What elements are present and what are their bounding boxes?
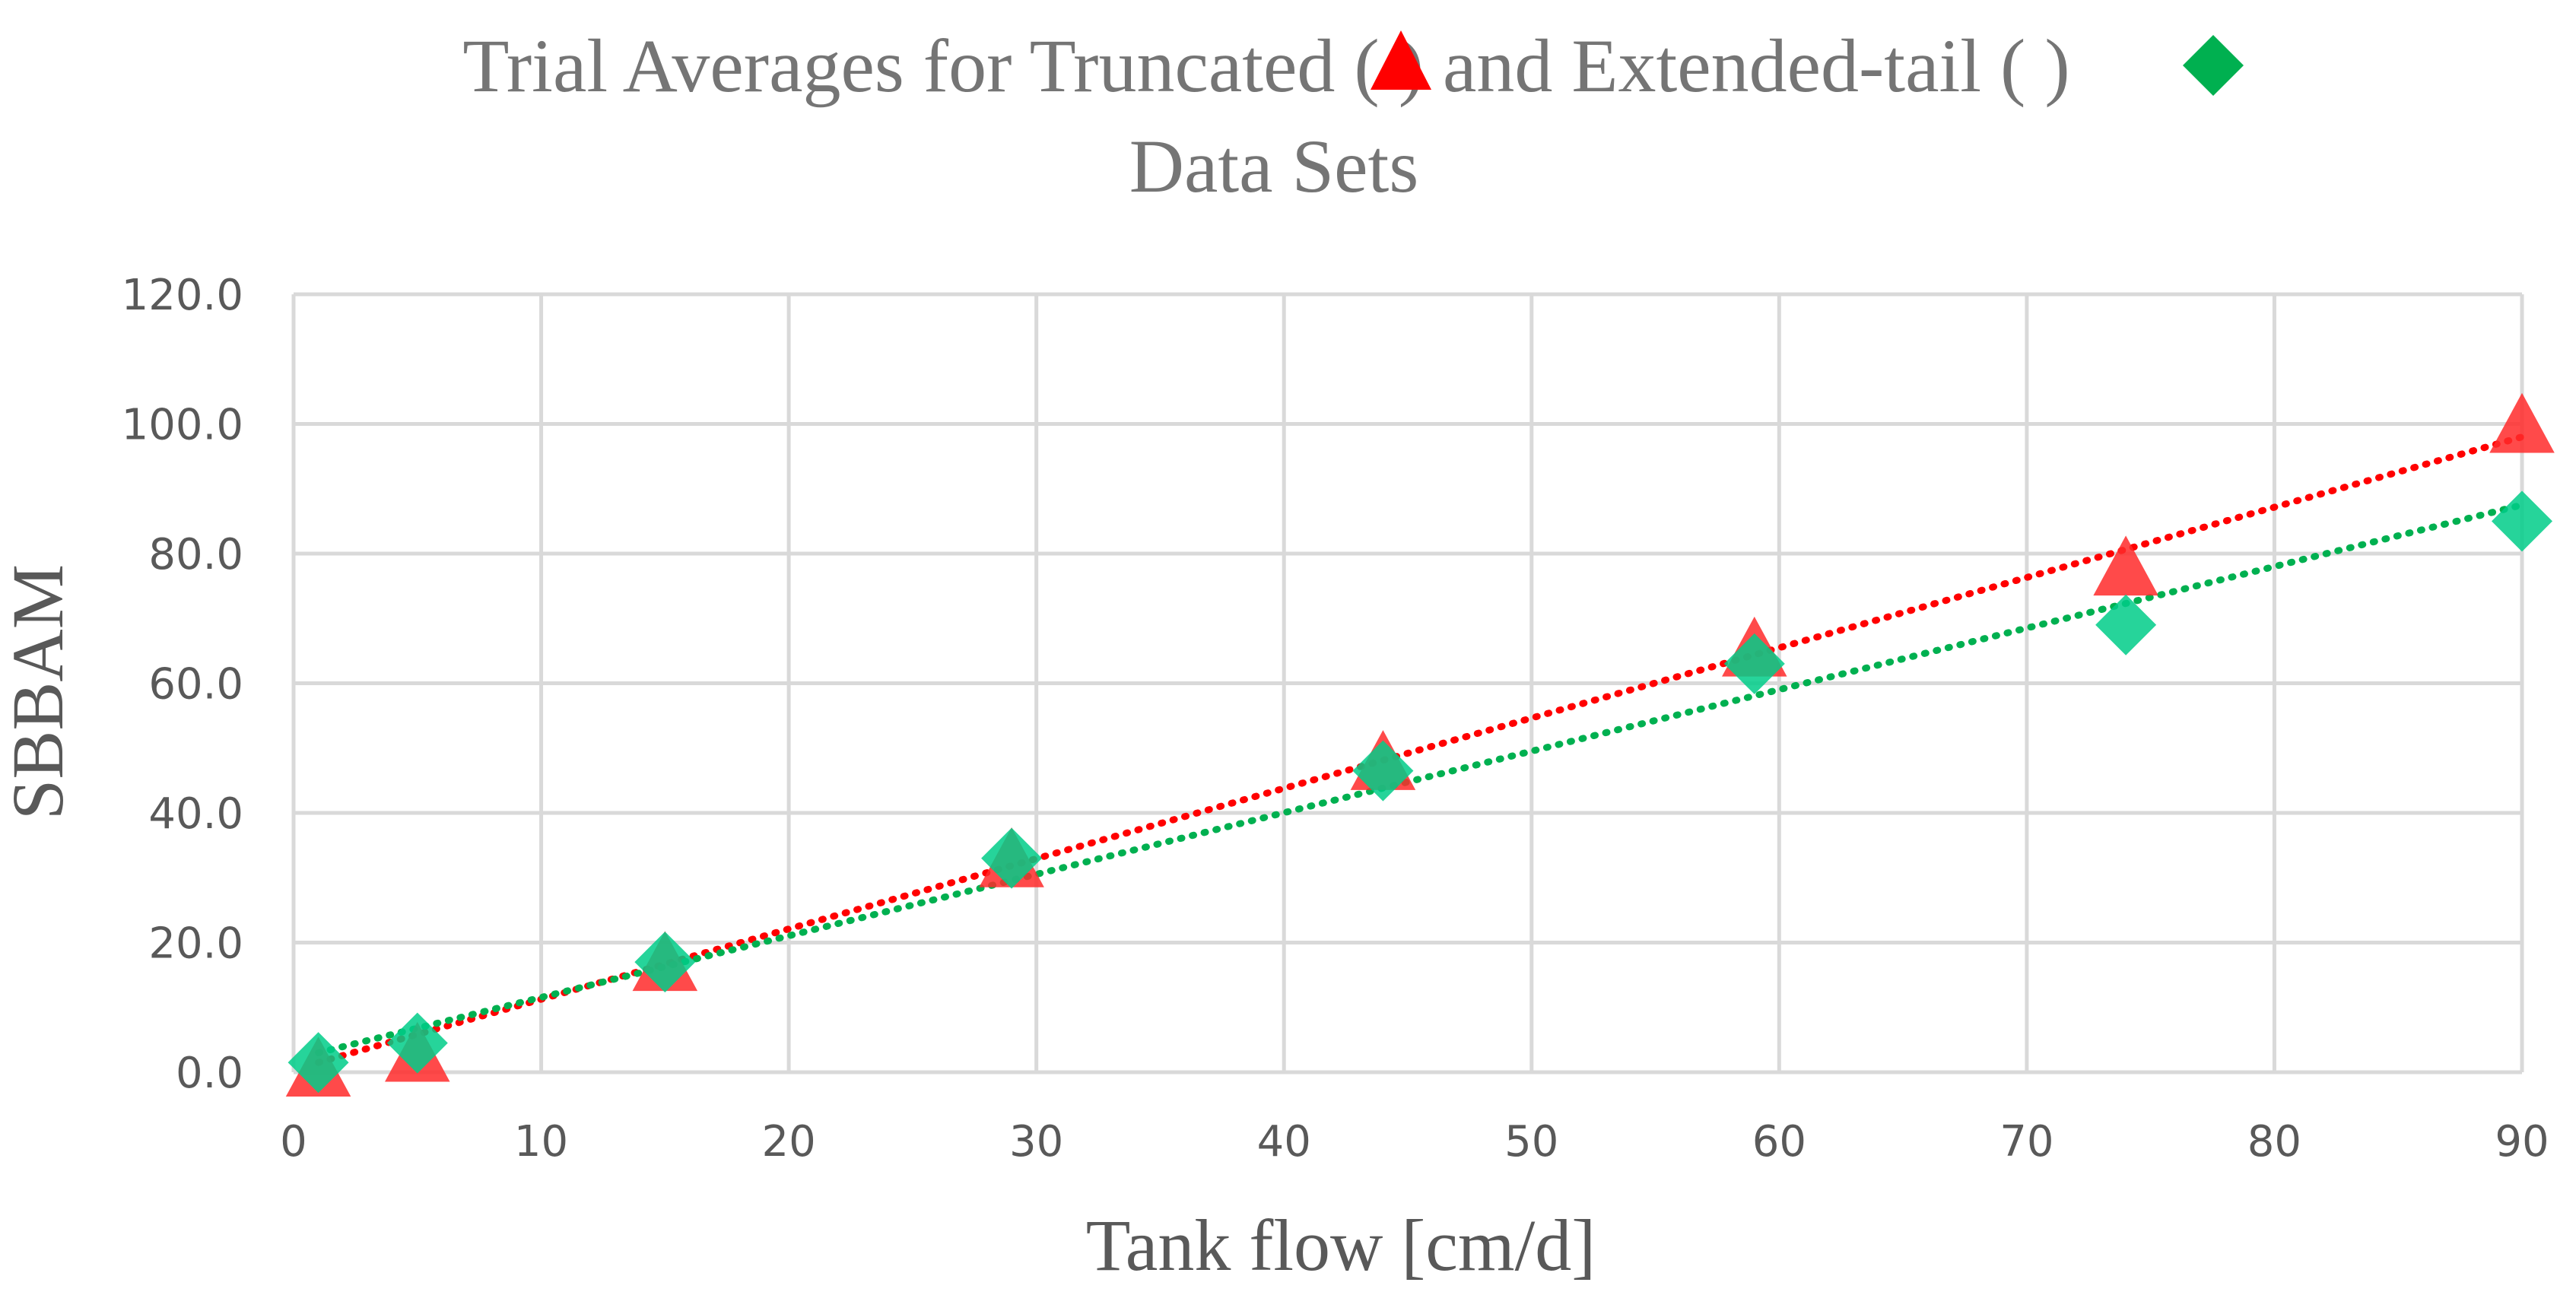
- diamond-marker: [1723, 633, 1785, 694]
- diamond-marker: [287, 1032, 349, 1094]
- y-axis-label: SBBAM: [0, 564, 78, 820]
- x-tick-label: 50: [1504, 1117, 1558, 1167]
- diamond-marker: [981, 827, 1043, 889]
- title-diamond-gap: [2025, 24, 2044, 108]
- y-tick-label: 60.0: [148, 660, 243, 709]
- y-tick-label: 100.0: [122, 401, 243, 450]
- diamond-marker: [634, 932, 696, 993]
- title-diamond-icon: [2183, 35, 2244, 96]
- y-tick-labels: 0.0 20.0 40.0 60.0 80.0 100.0 120.0: [122, 271, 243, 1098]
- diamond-marker: [2492, 490, 2552, 552]
- triangle-marker: [2093, 535, 2158, 596]
- x-tick-label: 0: [280, 1117, 307, 1167]
- title-triangle-icon: [1371, 30, 1431, 90]
- x-tick-label: 90: [2495, 1117, 2549, 1167]
- diamond-marker: [386, 1012, 448, 1074]
- triangle-marker: [2489, 392, 2555, 453]
- x-tick-label: 70: [1999, 1117, 2053, 1167]
- x-tick-label: 30: [1009, 1117, 1063, 1167]
- diamond-marker: [2095, 594, 2157, 656]
- title-part-2: ) and Extended-tail (: [1399, 24, 2026, 108]
- y-tick-label: 20.0: [148, 919, 243, 969]
- x-axis-label: Tank flow [cm/d]: [1086, 1205, 1596, 1286]
- x-tick-label: 10: [514, 1117, 568, 1167]
- x-tick-label: 60: [1752, 1117, 1806, 1167]
- y-tick-label: 120.0: [122, 271, 243, 320]
- chart-title: Trial Averages for Truncated ( ) and Ext…: [462, 24, 2244, 208]
- x-tick-label: 40: [1257, 1117, 1311, 1167]
- diamond-marker: [1352, 740, 1414, 802]
- x-tick-label: 80: [2247, 1117, 2301, 1167]
- y-tick-label: 0.0: [176, 1049, 243, 1098]
- gridlines: [291, 292, 2524, 1075]
- title-line-2: Data Sets: [1129, 124, 1418, 208]
- y-tick-label: 80.0: [148, 530, 243, 579]
- title-part-3: ): [2044, 24, 2069, 108]
- x-tick-labels: 0 10 20 30 40 50 60 70 80 90: [280, 1117, 2549, 1167]
- data-markers: [285, 392, 2555, 1097]
- x-tick-label: 20: [761, 1117, 815, 1167]
- title-part-1: Trial Averages for Truncated (: [462, 24, 1379, 108]
- title-line-1: Trial Averages for Truncated ( ) and Ext…: [462, 24, 2069, 108]
- y-tick-label: 40.0: [148, 789, 243, 839]
